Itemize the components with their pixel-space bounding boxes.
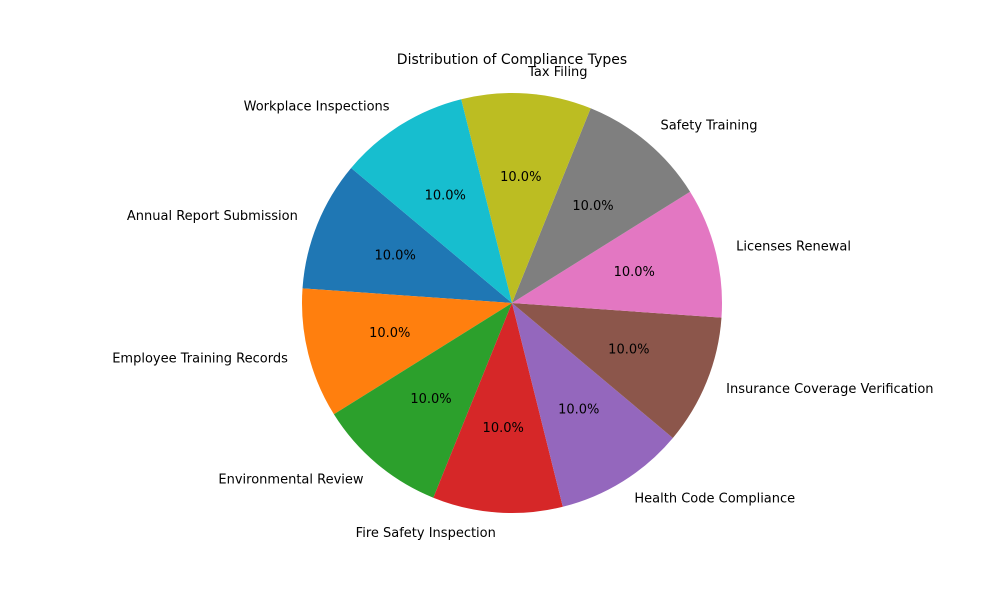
percent-label-workplace-inspections: 10.0% [425, 189, 466, 204]
category-label-fire-safety-inspection: Fire Safety Inspection [356, 526, 496, 541]
category-label-insurance-coverage-verification: Insurance Coverage Verification [726, 382, 933, 397]
percent-label-licenses-renewal: 10.0% [614, 265, 655, 280]
category-label-annual-report-submission: Annual Report Submission [127, 209, 298, 224]
category-label-safety-training: Safety Training [660, 119, 757, 134]
percent-label-insurance-coverage-verification: 10.0% [608, 343, 649, 358]
pie-slice-fire-safety-inspection [433, 303, 563, 513]
pie-percent-labels: 10.0% 10.0% 10.0% 10.0% 10.0% 10.0% 10.0% 10.0%… [369, 170, 655, 436]
pie-slice-tax-filing [461, 93, 591, 303]
category-label-workplace-inspections: Workplace Inspections [244, 100, 390, 115]
percent-label-employee-training-records: 10.0% [369, 326, 410, 341]
pie-slice-workplace-inspections [351, 99, 512, 304]
percent-label-environmental-review: 10.0% [410, 392, 451, 407]
pie-slice-health-code-compliance [512, 303, 673, 507]
pie-slice-safety-training [512, 108, 691, 303]
category-label-tax-filing: Tax Filing [527, 65, 587, 80]
percent-label-safety-training: 10.0% [572, 199, 613, 214]
percent-label-tax-filing: 10.0% [500, 170, 541, 185]
percent-label-health-code-compliance: 10.0% [558, 402, 599, 417]
pie-slices [301, 93, 723, 513]
category-label-licenses-renewal: Licenses Renewal [736, 240, 851, 255]
percent-label-fire-safety-inspection: 10.0% [483, 421, 524, 436]
pie-slice-licenses-renewal [512, 191, 723, 318]
percent-label-annual-report-submission: 10.0% [375, 248, 416, 263]
category-label-environmental-review: Environmental Review [218, 472, 363, 487]
pie-slice-environmental-review [333, 303, 512, 498]
category-label-employee-training-records: Employee Training Records [112, 351, 288, 366]
category-label-health-code-compliance: Health Code Compliance [634, 491, 795, 506]
pie-slice-insurance-coverage-verification [512, 303, 722, 438]
pie-slice-annual-report-submission [302, 168, 512, 303]
pie-category-labels: Annual Report Submission Employee Trainin… [112, 65, 933, 541]
chart-title: Distribution of Compliance Types [397, 52, 627, 68]
pie-slice-employee-training-records [301, 288, 512, 415]
